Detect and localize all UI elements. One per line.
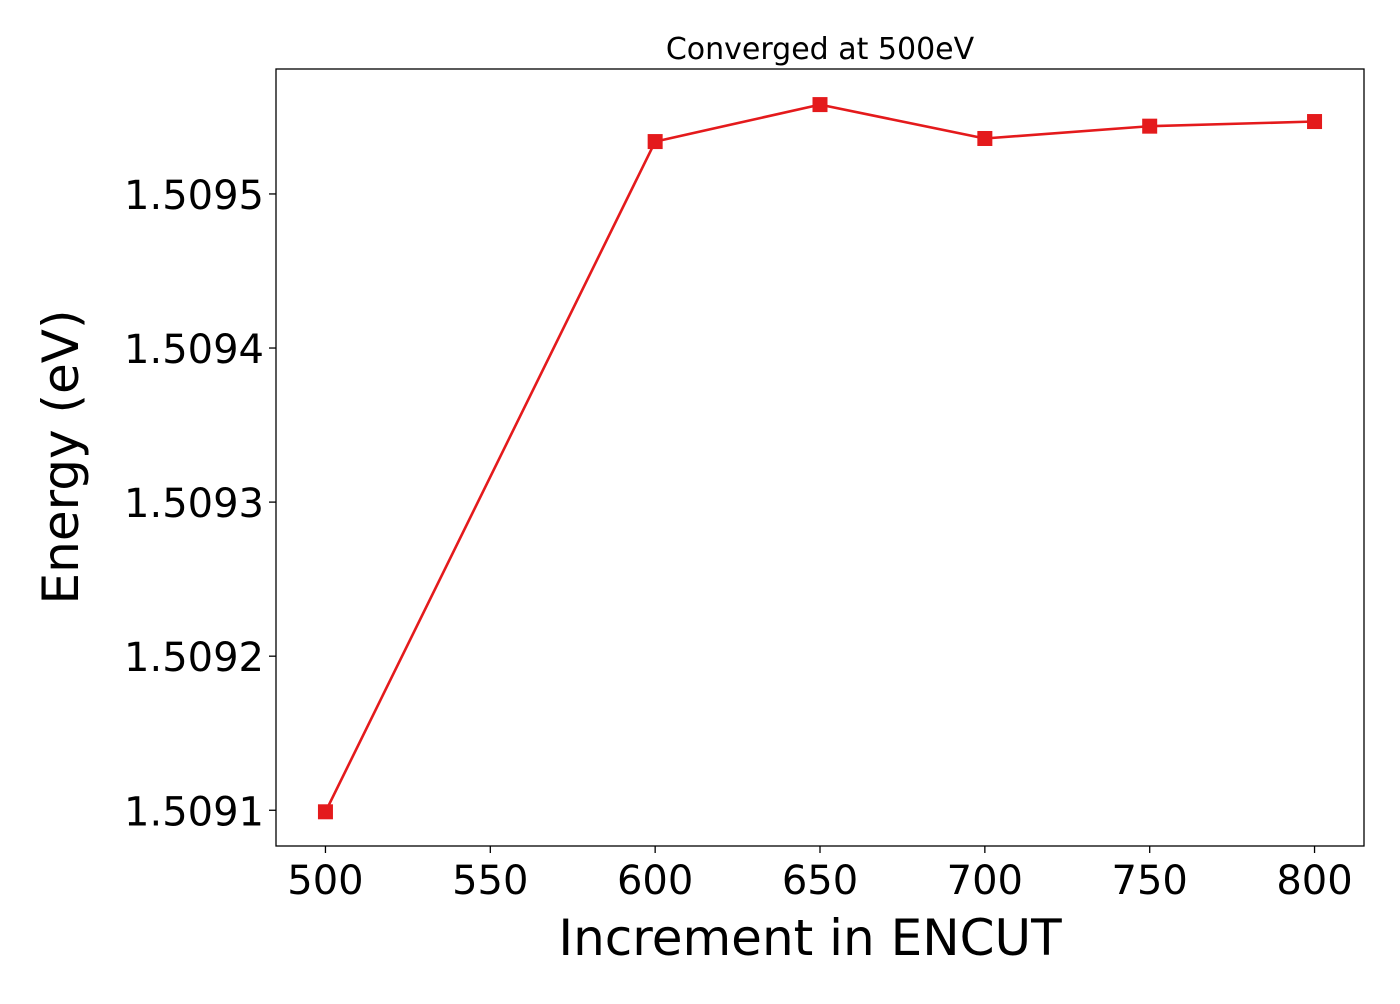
x-tick-label: 550 <box>452 858 528 904</box>
x-tick-label: 700 <box>947 858 1023 904</box>
x-tick-label: 600 <box>617 858 693 904</box>
data-point-marker <box>812 97 828 113</box>
x-tick-label: 500 <box>287 858 363 904</box>
data-point-marker <box>977 130 993 146</box>
y-tick-label: 1.5092 <box>124 635 264 681</box>
data-point-marker <box>317 804 333 820</box>
y-tick-label: 1.5095 <box>124 173 264 219</box>
series-layer <box>317 97 1323 820</box>
x-tick-label: 750 <box>1112 858 1188 904</box>
chart-title: Converged at 500eV <box>666 32 975 67</box>
y-tick-label: 1.5094 <box>124 327 264 373</box>
x-tick-label: 800 <box>1276 858 1352 904</box>
series-line <box>324 103 1315 813</box>
data-point-marker <box>647 134 663 150</box>
y-axis-title: Energy (eV) <box>32 310 90 605</box>
plot-frame <box>275 68 1365 847</box>
data-point-marker <box>1142 118 1158 134</box>
y-tick-label: 1.5093 <box>124 481 264 527</box>
x-axis-title: Increment in ENCUT <box>558 909 1062 967</box>
plot-area <box>276 69 1364 846</box>
data-point-marker <box>1307 114 1323 130</box>
x-tick-label: 650 <box>782 858 858 904</box>
y-tick-label: 1.5091 <box>124 789 264 835</box>
ticks-layer: 500 550 600 650 700 750 800 1.5091 1.5092 1.5093 1… <box>124 173 1353 904</box>
